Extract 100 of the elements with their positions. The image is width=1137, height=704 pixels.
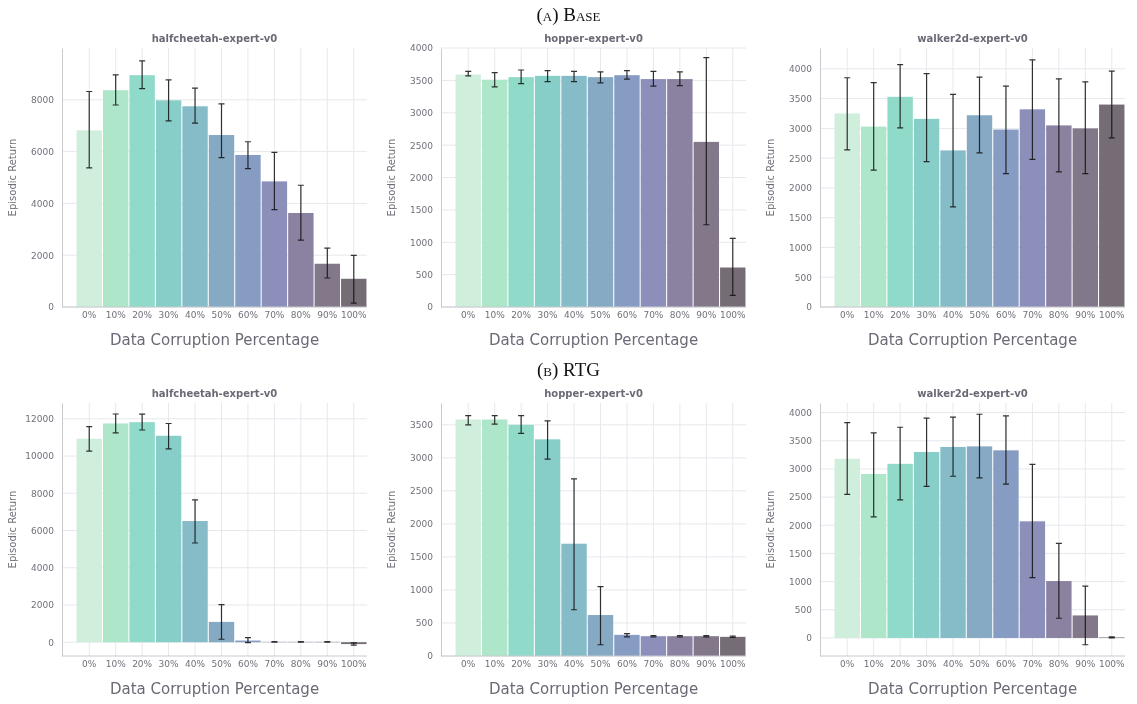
x-tick-label: 10% [105,310,127,321]
x-tick-label: 100% [340,659,368,670]
y-tick-label: 500 [794,272,813,283]
bar [834,458,860,638]
bar [1019,521,1046,638]
bar [1072,615,1099,638]
y-tick-label: 1500 [789,213,813,224]
x-tick-label: 100% [1098,310,1126,321]
bar [614,634,640,656]
x-tick-label: 90% [1075,310,1096,321]
bar [860,126,887,307]
y-tick-label: 6000 [31,525,55,536]
x-tick-label: 90% [317,659,338,670]
y-axis-title: Episodic Return [765,138,776,217]
chart-title: hopper-expert-v0 [544,388,643,399]
x-tick-label: 70% [264,659,285,670]
chart-title: halfcheetah-expert-v0 [151,388,278,399]
x-tick-label: 80% [669,310,691,321]
y-tick-label: 3000 [789,123,813,134]
bar [455,419,481,656]
bar [314,263,341,307]
y-tick-label: 2000 [789,183,813,194]
y-tick-label: 1000 [410,585,434,596]
x-axis-title: Data Corruption Percentage [867,680,1078,698]
x-tick-label: 90% [696,659,717,670]
bar [940,150,966,307]
y-tick-label: 8000 [31,488,55,499]
y-axis-title: Episodic Return [7,490,18,569]
x-tick-label: 70% [643,659,664,670]
y-tick-label: 0 [806,302,813,313]
x-tick-label: 40% [564,310,585,321]
y-tick-label: 3000 [410,453,434,464]
bar [614,75,640,307]
y-tick-label: 500 [415,270,434,281]
bar [693,636,720,656]
bar [102,90,129,307]
x-tick-label: 80% [669,659,691,670]
x-tick-label: 90% [317,310,338,321]
bar [1046,125,1072,307]
x-tick-label: 60% [237,310,259,321]
y-tick-label: 6000 [31,146,55,157]
x-tick-label: 70% [264,310,285,321]
y-tick-label: 8000 [31,95,55,106]
bar [667,636,693,656]
y-tick-label: 2000 [410,519,434,530]
x-tick-label: 30% [158,659,180,670]
x-tick-label: 20% [890,659,911,670]
bar [182,106,208,307]
x-tick-label: 10% [863,310,885,321]
x-tick-label: 40% [185,659,206,670]
y-tick-label: 1500 [410,205,434,216]
bar [1099,104,1125,307]
y-tick-label: 2000 [789,520,813,531]
y-tick-label: 4000 [31,563,55,574]
x-tick-label: 70% [1022,659,1043,670]
x-tick-label: 10% [105,659,127,670]
y-tick-label: 1500 [789,548,813,559]
x-tick-label: 60% [616,659,638,670]
x-tick-label: 0% [840,659,855,670]
bar [1046,581,1072,638]
y-tick-label: 2500 [789,153,813,164]
bar [455,74,481,307]
bar [261,181,288,307]
bar [720,636,746,656]
y-tick-label: 3500 [789,93,813,104]
y-tick-label: 1000 [410,237,434,248]
bar [182,521,208,643]
chart-title: hopper-expert-v0 [544,33,643,44]
x-axis-title: Data Corruption Percentage [488,331,699,349]
x-tick-label: 100% [340,310,368,321]
x-tick-label: 100% [719,659,747,670]
chart-title: walker2d-expert-v0 [917,388,1028,399]
x-tick-label: 20% [132,659,153,670]
x-axis-title: Data Corruption Percentage [488,680,699,698]
y-tick-label: 3000 [789,464,813,475]
x-tick-label: 50% [211,659,232,670]
x-tick-label: 30% [916,310,938,321]
bar [102,423,129,643]
bar [208,135,235,307]
x-tick-label: 100% [719,310,747,321]
bar [640,636,667,656]
x-tick-label: 70% [643,310,664,321]
x-tick-label: 20% [890,310,911,321]
x-tick-label: 100% [1098,659,1126,670]
bar [76,130,102,307]
x-axis-title: Data Corruption Percentage [109,680,320,698]
y-tick-label: 2000 [31,250,55,261]
x-tick-label: 60% [995,659,1017,670]
y-tick-label: 3500 [789,436,813,447]
y-tick-label: 4000 [789,64,813,75]
y-axis-title: Episodic Return [386,138,397,217]
y-tick-label: 4000 [31,198,55,209]
bar [481,419,508,656]
y-tick-label: 0 [427,651,434,662]
y-tick-label: 2500 [410,140,434,151]
x-tick-label: 50% [211,310,232,321]
y-axis-title: Episodic Return [386,490,397,569]
bar [993,450,1019,638]
y-tick-label: 500 [415,618,434,629]
x-tick-label: 90% [1075,659,1096,670]
